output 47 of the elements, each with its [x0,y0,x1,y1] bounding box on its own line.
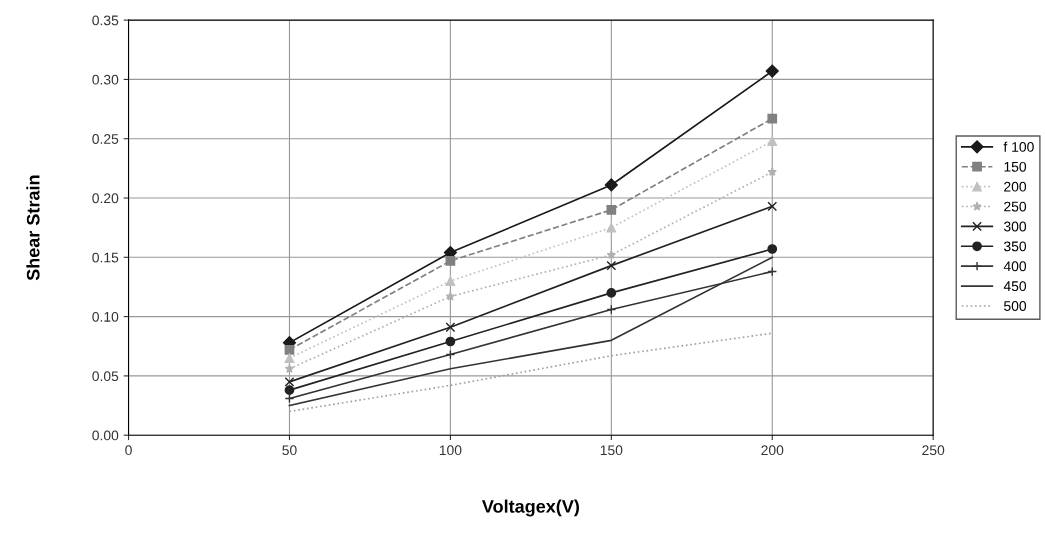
legend-label: 200 [1004,181,1027,192]
x-tick-label: 200 [761,445,784,456]
point [606,222,617,233]
point [445,256,456,266]
point [606,288,617,298]
point [445,291,456,301]
point [445,276,456,286]
legend-label: 250 [1004,201,1027,212]
point [765,64,779,78]
point [767,201,778,212]
x-axis-title: Voltagex(V) [481,499,579,517]
point [284,376,295,387]
point [284,344,295,355]
x-tick-label: 0 [125,445,132,456]
x-tick-label: 250 [922,445,945,456]
point [767,113,778,124]
y-tick-label: 0.00 [92,430,119,441]
y-tick-label: 0.30 [92,74,119,85]
legend-label: 150 [1004,161,1027,172]
y-tick-label: 0.20 [92,193,119,204]
point [767,244,778,254]
y-tick-label: 0.25 [92,134,119,144]
point [445,336,456,347]
point [284,353,295,363]
y-tick-label: 0.10 [92,311,119,322]
legend-label: 350 [1003,241,1027,252]
point [606,250,616,260]
legend-label: f 100 [1003,141,1034,152]
legend-label: 300 [1003,221,1027,232]
y-tick-label: 0.05 [92,371,119,382]
y-tick-label: 0.15 [92,252,119,263]
x-tick-label: 100 [439,445,462,456]
point [606,260,617,271]
legend-label: 450 [1003,281,1027,292]
legend-label: 500 [1004,301,1027,311]
point [445,322,456,333]
x-tick-label: 50 [282,445,297,456]
y-axis-title: Shear Strain [26,175,40,281]
point [604,178,618,192]
point [767,167,777,176]
legend-label: 400 [1003,261,1027,272]
point [606,205,617,215]
y-tick-label: 0.35 [92,15,119,26]
point [767,136,778,146]
point [284,363,295,373]
x-tick-label: 150 [600,445,623,456]
point [284,385,295,395]
